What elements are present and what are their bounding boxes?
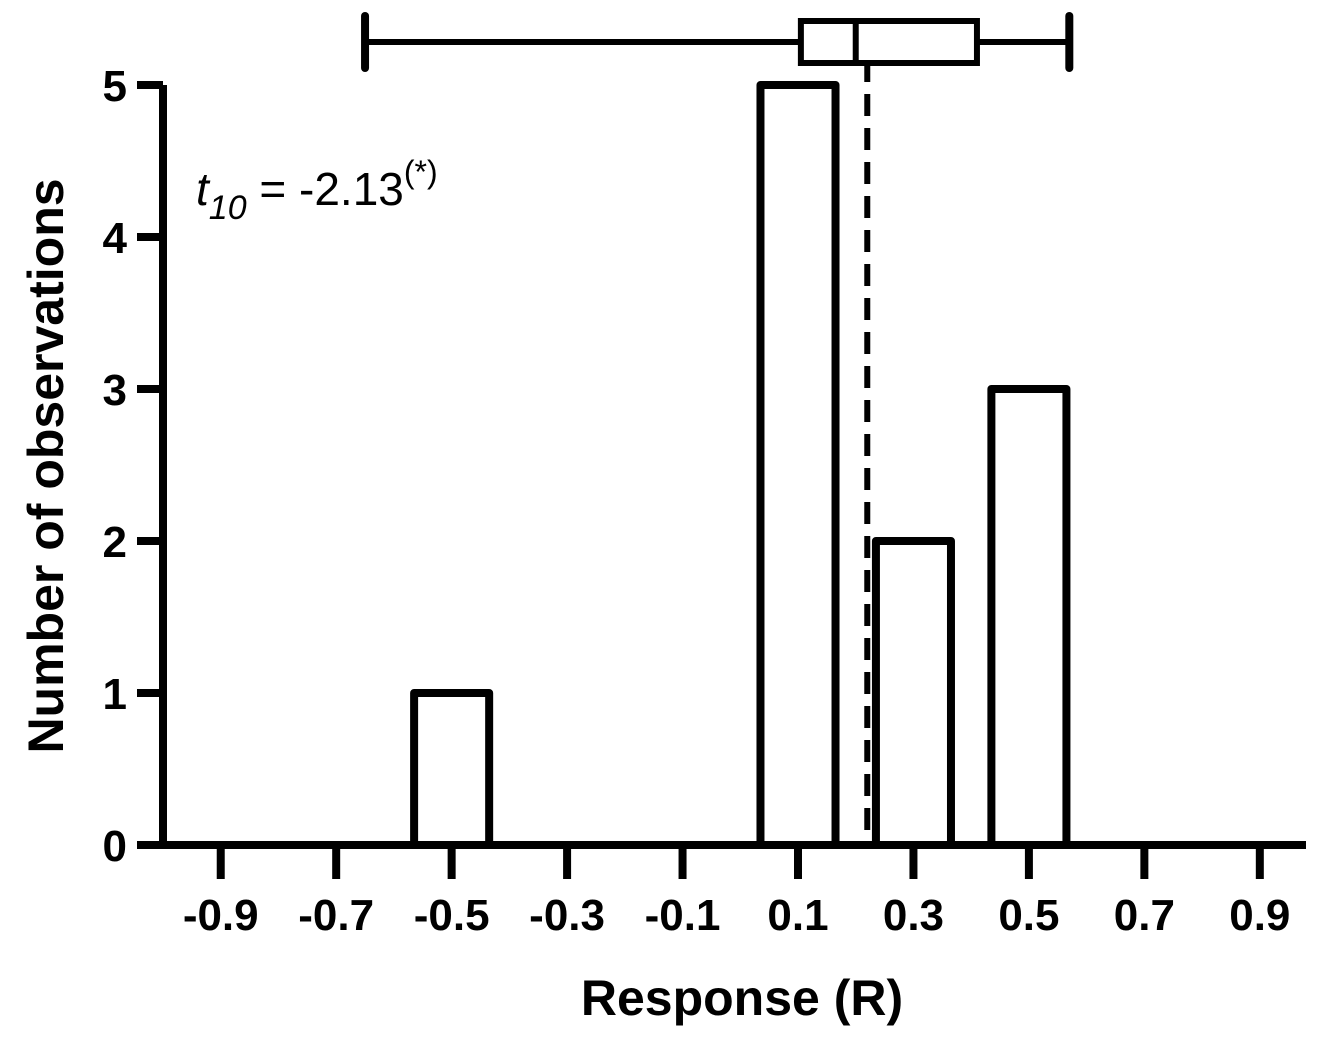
t-statistic-annotation: t10 = -2.13(*): [196, 154, 438, 227]
x-ticks: -0.9 -0.7 -0.5 -0.3 -0.1 0.1 0.3 0.5 0.7 0.9: [183, 845, 1290, 940]
boxplot: [361, 12, 1074, 72]
bar-3: [987, 385, 1071, 849]
t-value: = -2.13: [247, 163, 404, 215]
x-axis-title: Response (R): [581, 970, 903, 1026]
y-tick-label: 2: [103, 518, 127, 567]
boxplot-box: [797, 18, 980, 66]
x-tick-label: 0.1: [767, 891, 828, 940]
axes: [159, 85, 1306, 849]
y-tick-label: 5: [103, 62, 127, 111]
bars: [410, 81, 1071, 849]
t-subscript: 10: [209, 189, 247, 227]
y-tick-label: 0: [103, 822, 127, 871]
x-tick-label: -0.3: [529, 891, 605, 940]
x-tick-label: 0.7: [1114, 891, 1175, 940]
y-tick-label: 1: [103, 670, 127, 719]
y-ticks: 0 1 2 3 4 5: [103, 62, 163, 871]
x-tick-label: 0.9: [1229, 891, 1290, 940]
y-tick-label: 3: [103, 366, 127, 415]
x-tick-label: 0.5: [998, 891, 1059, 940]
x-tick-label: -0.5: [414, 891, 490, 940]
t-symbol: t: [196, 163, 211, 215]
bar-0: [410, 689, 494, 849]
y-axis-title: Number of observations: [18, 178, 74, 753]
x-tick-label: -0.9: [183, 891, 259, 940]
x-tick-label: -0.1: [645, 891, 721, 940]
bar-1: [756, 81, 840, 849]
bar-2: [871, 537, 955, 849]
x-tick-label: 0.3: [883, 891, 944, 940]
t-superscript: (*): [404, 154, 438, 190]
x-tick-label: -0.7: [298, 891, 374, 940]
y-tick-label: 4: [103, 214, 128, 263]
